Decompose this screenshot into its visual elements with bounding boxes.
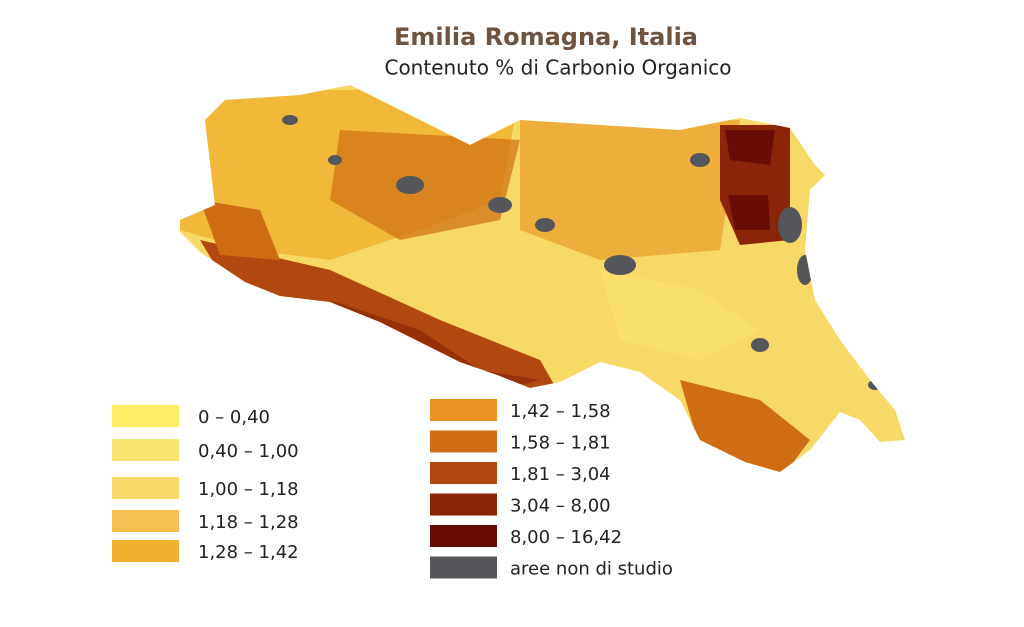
legend-label: 8,00 – 16,42 — [510, 527, 622, 548]
map-area — [690, 153, 710, 167]
legend-swatch — [430, 399, 497, 421]
legend: 0 – 0,40 0,40 – 1,00 1,00 – 1,18 1,18 – 1,2… — [112, 399, 673, 580]
legend-label: 1,00 – 1,18 — [198, 479, 299, 500]
subtitle: Contenuto % di Carbonio Organico — [384, 56, 731, 80]
map-area — [728, 195, 770, 230]
legend-swatch — [430, 525, 497, 547]
map-area — [282, 115, 298, 125]
map-area — [488, 197, 512, 213]
map-area — [328, 155, 342, 165]
legend-swatch — [430, 493, 497, 516]
legend-swatch — [112, 439, 179, 461]
map-area — [751, 338, 769, 352]
legend-swatch — [112, 540, 179, 562]
legend-label: aree non di studio — [510, 559, 673, 580]
legend-label: 1,28 – 1,42 — [198, 542, 299, 563]
map-area — [330, 130, 520, 240]
legend-swatch — [430, 462, 497, 484]
legend-swatch — [112, 405, 179, 427]
legend-label: 1,42 – 1,58 — [510, 401, 611, 422]
map-area — [535, 218, 555, 232]
map-area — [868, 380, 882, 390]
legend-label: 1,58 – 1,81 — [510, 433, 611, 454]
title: Emilia Romagna, Italia — [394, 23, 698, 51]
map-area — [725, 130, 775, 165]
map-area — [396, 176, 424, 194]
legend-swatch — [430, 430, 497, 453]
map-area — [200, 200, 280, 260]
map-area — [797, 255, 813, 285]
map-area — [604, 255, 636, 275]
legend-label: 1,18 – 1,28 — [198, 512, 299, 533]
legend-label: 1,81 – 3,04 — [510, 464, 611, 485]
map-area — [600, 270, 760, 360]
map-area — [520, 120, 740, 260]
legend-label: 0 – 0,40 — [198, 407, 270, 428]
map-area — [778, 207, 802, 243]
legend-swatch — [112, 477, 179, 499]
legend-label: 3,04 – 8,00 — [510, 496, 611, 517]
legend-swatch — [430, 556, 497, 579]
legend-label: 0,40 – 1,00 — [198, 441, 299, 462]
map-area — [680, 380, 810, 472]
legend-swatch — [112, 510, 179, 532]
